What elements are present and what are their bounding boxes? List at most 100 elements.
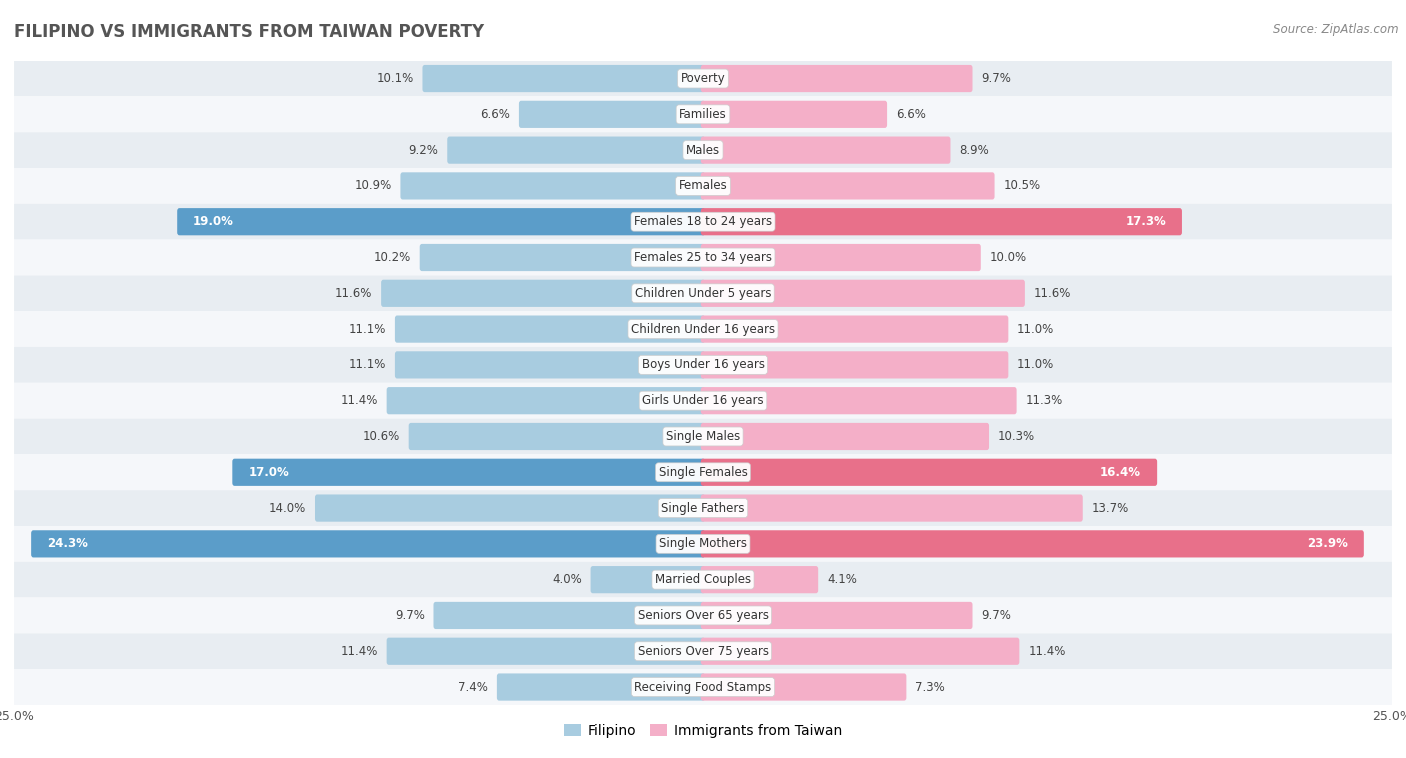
- FancyBboxPatch shape: [14, 526, 1392, 562]
- Text: 10.9%: 10.9%: [354, 180, 392, 193]
- FancyBboxPatch shape: [31, 531, 706, 557]
- FancyBboxPatch shape: [700, 136, 950, 164]
- FancyBboxPatch shape: [447, 136, 706, 164]
- FancyBboxPatch shape: [591, 566, 706, 594]
- FancyBboxPatch shape: [409, 423, 706, 450]
- FancyBboxPatch shape: [700, 172, 994, 199]
- Text: 10.2%: 10.2%: [374, 251, 411, 264]
- Text: 23.9%: 23.9%: [1308, 537, 1348, 550]
- Text: 24.3%: 24.3%: [48, 537, 89, 550]
- FancyBboxPatch shape: [14, 204, 1392, 240]
- Text: Single Mothers: Single Mothers: [659, 537, 747, 550]
- FancyBboxPatch shape: [14, 312, 1392, 347]
- FancyBboxPatch shape: [496, 673, 706, 700]
- Text: FILIPINO VS IMMIGRANTS FROM TAIWAN POVERTY: FILIPINO VS IMMIGRANTS FROM TAIWAN POVER…: [14, 23, 484, 41]
- Text: 9.2%: 9.2%: [409, 143, 439, 157]
- Text: 11.4%: 11.4%: [340, 394, 378, 407]
- Text: 16.4%: 16.4%: [1099, 465, 1142, 479]
- Text: Source: ZipAtlas.com: Source: ZipAtlas.com: [1274, 23, 1399, 36]
- FancyBboxPatch shape: [177, 208, 706, 235]
- FancyBboxPatch shape: [700, 351, 1008, 378]
- Text: 11.3%: 11.3%: [1025, 394, 1063, 407]
- FancyBboxPatch shape: [422, 65, 706, 92]
- Text: Poverty: Poverty: [681, 72, 725, 85]
- Text: 7.3%: 7.3%: [915, 681, 945, 694]
- FancyBboxPatch shape: [700, 673, 907, 700]
- FancyBboxPatch shape: [14, 96, 1392, 132]
- Text: Single Females: Single Females: [658, 465, 748, 479]
- FancyBboxPatch shape: [14, 383, 1392, 418]
- FancyBboxPatch shape: [433, 602, 706, 629]
- Text: 17.3%: 17.3%: [1125, 215, 1166, 228]
- FancyBboxPatch shape: [700, 387, 1017, 415]
- FancyBboxPatch shape: [387, 387, 706, 415]
- Text: 11.0%: 11.0%: [1017, 359, 1054, 371]
- FancyBboxPatch shape: [700, 208, 1182, 235]
- FancyBboxPatch shape: [14, 275, 1392, 312]
- FancyBboxPatch shape: [395, 351, 706, 378]
- FancyBboxPatch shape: [14, 562, 1392, 597]
- FancyBboxPatch shape: [700, 423, 988, 450]
- Text: Single Males: Single Males: [666, 430, 740, 443]
- FancyBboxPatch shape: [700, 531, 1364, 557]
- FancyBboxPatch shape: [700, 315, 1008, 343]
- FancyBboxPatch shape: [14, 132, 1392, 168]
- FancyBboxPatch shape: [700, 244, 981, 271]
- FancyBboxPatch shape: [14, 240, 1392, 275]
- FancyBboxPatch shape: [519, 101, 706, 128]
- FancyBboxPatch shape: [395, 315, 706, 343]
- FancyBboxPatch shape: [700, 637, 1019, 665]
- Text: 8.9%: 8.9%: [959, 143, 988, 157]
- Text: Females 25 to 34 years: Females 25 to 34 years: [634, 251, 772, 264]
- Text: 11.1%: 11.1%: [349, 323, 387, 336]
- Text: 9.7%: 9.7%: [395, 609, 425, 622]
- Text: 4.1%: 4.1%: [827, 573, 856, 586]
- FancyBboxPatch shape: [232, 459, 706, 486]
- Text: 11.4%: 11.4%: [340, 645, 378, 658]
- Text: Seniors Over 65 years: Seniors Over 65 years: [637, 609, 769, 622]
- FancyBboxPatch shape: [14, 669, 1392, 705]
- Text: Families: Families: [679, 108, 727, 121]
- Text: 11.0%: 11.0%: [1017, 323, 1054, 336]
- Text: Children Under 5 years: Children Under 5 years: [634, 287, 772, 300]
- Text: 6.6%: 6.6%: [896, 108, 925, 121]
- Text: 10.5%: 10.5%: [1004, 180, 1040, 193]
- FancyBboxPatch shape: [420, 244, 706, 271]
- Text: 9.7%: 9.7%: [981, 72, 1011, 85]
- Text: 19.0%: 19.0%: [193, 215, 233, 228]
- Text: 4.0%: 4.0%: [553, 573, 582, 586]
- Text: 6.6%: 6.6%: [481, 108, 510, 121]
- Text: Females: Females: [679, 180, 727, 193]
- FancyBboxPatch shape: [700, 459, 1157, 486]
- Text: Married Couples: Married Couples: [655, 573, 751, 586]
- FancyBboxPatch shape: [14, 347, 1392, 383]
- Text: 14.0%: 14.0%: [269, 502, 307, 515]
- Text: 10.3%: 10.3%: [998, 430, 1035, 443]
- Text: 11.6%: 11.6%: [335, 287, 373, 300]
- FancyBboxPatch shape: [381, 280, 706, 307]
- FancyBboxPatch shape: [14, 490, 1392, 526]
- Text: Seniors Over 75 years: Seniors Over 75 years: [637, 645, 769, 658]
- Text: Single Fathers: Single Fathers: [661, 502, 745, 515]
- Text: Females 18 to 24 years: Females 18 to 24 years: [634, 215, 772, 228]
- FancyBboxPatch shape: [700, 566, 818, 594]
- FancyBboxPatch shape: [315, 494, 706, 522]
- Text: 17.0%: 17.0%: [249, 465, 290, 479]
- FancyBboxPatch shape: [14, 168, 1392, 204]
- Text: 13.7%: 13.7%: [1091, 502, 1129, 515]
- Text: Girls Under 16 years: Girls Under 16 years: [643, 394, 763, 407]
- Text: 11.6%: 11.6%: [1033, 287, 1071, 300]
- Text: Males: Males: [686, 143, 720, 157]
- FancyBboxPatch shape: [14, 454, 1392, 490]
- FancyBboxPatch shape: [700, 602, 973, 629]
- FancyBboxPatch shape: [14, 418, 1392, 454]
- FancyBboxPatch shape: [387, 637, 706, 665]
- Text: 10.0%: 10.0%: [990, 251, 1026, 264]
- Text: 10.1%: 10.1%: [377, 72, 413, 85]
- Text: 11.1%: 11.1%: [349, 359, 387, 371]
- Text: 7.4%: 7.4%: [458, 681, 488, 694]
- FancyBboxPatch shape: [14, 61, 1392, 96]
- FancyBboxPatch shape: [14, 597, 1392, 634]
- FancyBboxPatch shape: [700, 101, 887, 128]
- Text: 10.6%: 10.6%: [363, 430, 399, 443]
